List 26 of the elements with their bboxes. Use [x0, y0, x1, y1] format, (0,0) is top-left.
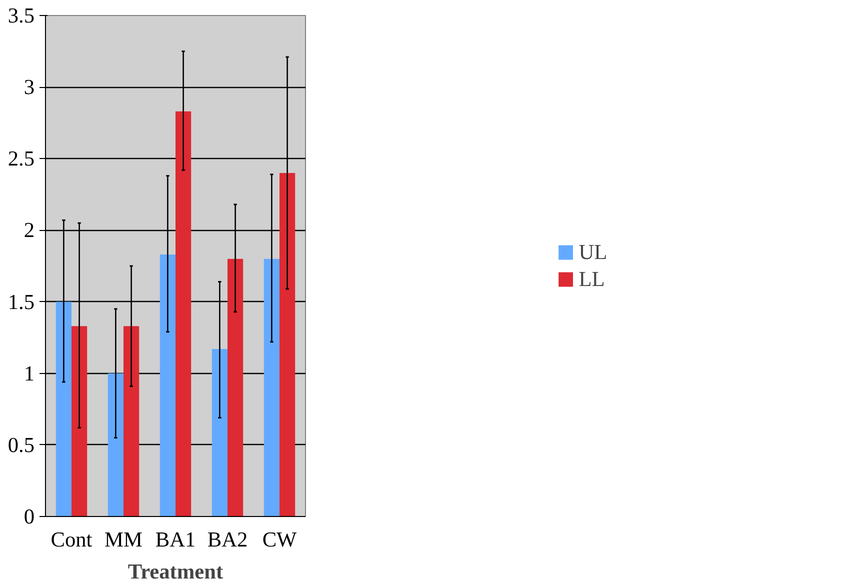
bar	[124, 326, 140, 516]
x-tick-label: Cont	[50, 528, 92, 552]
bar	[228, 258, 244, 516]
bar	[72, 326, 88, 516]
x-tick-label: CW	[262, 528, 298, 552]
bar	[212, 349, 228, 516]
y-tick-label: 1	[24, 361, 35, 386]
x-tick-label: BA2	[207, 528, 248, 552]
y-tick-label: 3.5	[8, 4, 35, 28]
y-tick-label: 0.5	[8, 432, 35, 457]
x-tick-label: BA1	[155, 528, 196, 552]
y-tick-label: 0	[24, 504, 35, 528]
y-tick-label: 1.5	[8, 290, 35, 314]
legend-label: UL	[578, 240, 608, 264]
bar	[108, 373, 124, 516]
y-tick-label: 2.5	[8, 146, 35, 171]
y-tick-label: 2	[24, 218, 35, 242]
bar	[56, 302, 72, 516]
bar	[264, 258, 280, 516]
x-axis-title: Treatment	[128, 560, 224, 584]
bar	[176, 111, 192, 516]
bar	[160, 254, 176, 516]
legend-label: LL	[578, 266, 605, 292]
bar	[280, 172, 296, 516]
x-tick-label: MM	[104, 528, 142, 552]
y-tick-label: 3	[24, 75, 35, 100]
